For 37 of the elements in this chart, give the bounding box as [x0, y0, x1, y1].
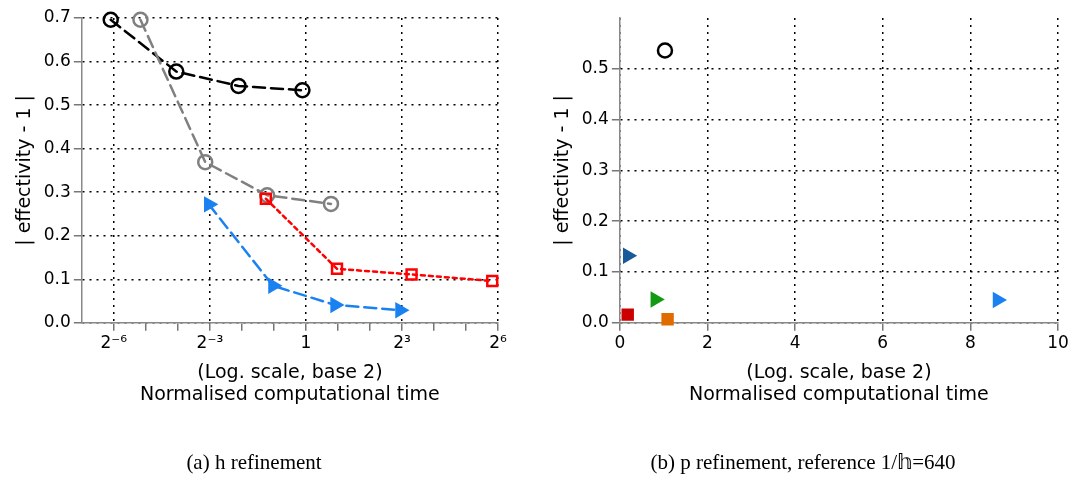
point [621, 308, 634, 321]
text: (b) p refinement, reference 1/𝕙=640 [650, 449, 956, 474]
point [661, 313, 674, 326]
x-tick-label: 0 [614, 332, 626, 353]
y-tick-label: 0.6 [43, 49, 71, 70]
y-axis-title: | effectivity - 1 | [12, 95, 36, 246]
x-tick-label: 6 [877, 332, 889, 353]
x-tick-label: 4 [789, 332, 801, 353]
point [622, 248, 636, 264]
x-tick-label: 2³ [393, 332, 411, 353]
x-tick-label: 2⁻⁶ [100, 332, 128, 353]
y-tick-label: 0.1 [581, 260, 609, 281]
y-tick-label: 0.1 [43, 267, 71, 288]
x-tick-label: 1 [300, 332, 312, 353]
y-tick-label: 0.0 [581, 311, 609, 332]
y-axis-title: | effectivity - 1 | [550, 95, 574, 246]
x-tick-label: 8 [964, 332, 976, 353]
y-tick-label: 0.5 [43, 93, 71, 114]
x-tick-label: 2⁶ [489, 332, 507, 353]
text: (a) h refinement [186, 449, 322, 474]
x-tick-label: 2⁻³ [196, 332, 224, 353]
point [650, 292, 664, 307]
y-tick-label: 0.3 [581, 158, 609, 179]
y-tick-label: 0.4 [43, 137, 71, 158]
x-axis-title: (Log. scale, base 2) Normalised computational time [689, 359, 989, 405]
y-tick-label: 0.2 [43, 224, 71, 245]
y-tick-label: 0.2 [581, 209, 609, 230]
x-tick-label: 10 [1047, 332, 1069, 353]
x-tick-label: 2 [702, 332, 713, 353]
y-tick-label: 0.0 [43, 311, 71, 332]
x-axis-title: (Log. scale, base 2) Normalised computational time [140, 359, 440, 405]
y-tick-label: 0.5 [581, 57, 609, 78]
point [656, 42, 674, 59]
y-tick-label: 0.7 [43, 6, 71, 27]
point [992, 292, 1006, 308]
y-tick-label: 0.4 [581, 108, 609, 129]
y-tick-label: 0.3 [43, 180, 71, 201]
